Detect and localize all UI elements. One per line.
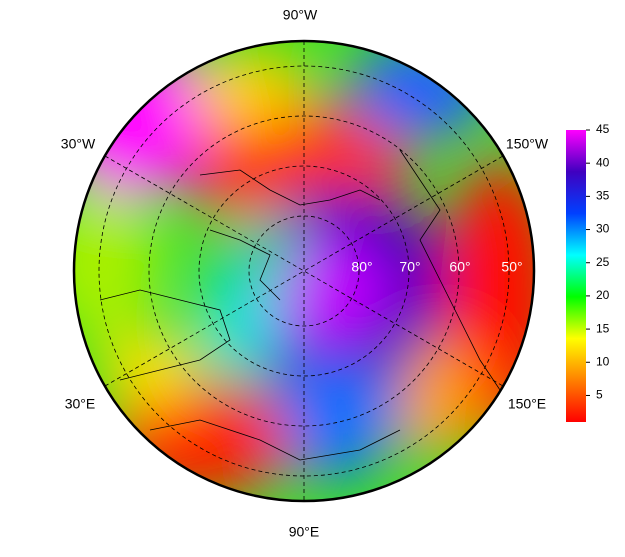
colorbar-tick-label: 5 — [596, 388, 603, 402]
coastlines — [99, 149, 501, 461]
colorbar-tick-label: 45 — [596, 122, 610, 136]
longitude-label: 30°W — [61, 136, 96, 152]
latitude-label: 60° — [449, 259, 470, 275]
colorbar-tick-label: 30 — [596, 222, 610, 236]
field — [74, 41, 534, 501]
latitude-label: 70° — [399, 259, 420, 275]
longitude-label: 30°E — [65, 396, 96, 412]
longitude-label: 150°E — [508, 396, 546, 412]
colorbar — [566, 130, 586, 422]
latitude-label: 50° — [501, 259, 522, 275]
colorbar-tick-label: 10 — [596, 354, 610, 368]
colorbar-tick-label: 35 — [596, 189, 610, 203]
latitude-label: 80° — [351, 259, 372, 275]
map-border — [72, 39, 536, 503]
graticule — [98, 41, 510, 501]
longitude-label: 150°W — [506, 136, 549, 152]
longitude-labels: 90°W 30°W 150°W 30°E 150°E 90°E — [61, 7, 549, 540]
colorbar-tick-label: 40 — [596, 155, 610, 169]
colorbar-ticks: 5 10 15 20 25 30 35 40 45 — [586, 122, 610, 402]
longitude-label: 90°E — [289, 524, 320, 540]
colorbar-tick-label: 20 — [596, 288, 610, 302]
latitude-labels: 80° 70° 60° 50° — [351, 259, 522, 275]
longitude-label: 90°W — [283, 7, 318, 23]
colorbar-tick-label: 15 — [596, 321, 610, 335]
colorbar-tick-label: 25 — [596, 255, 610, 269]
